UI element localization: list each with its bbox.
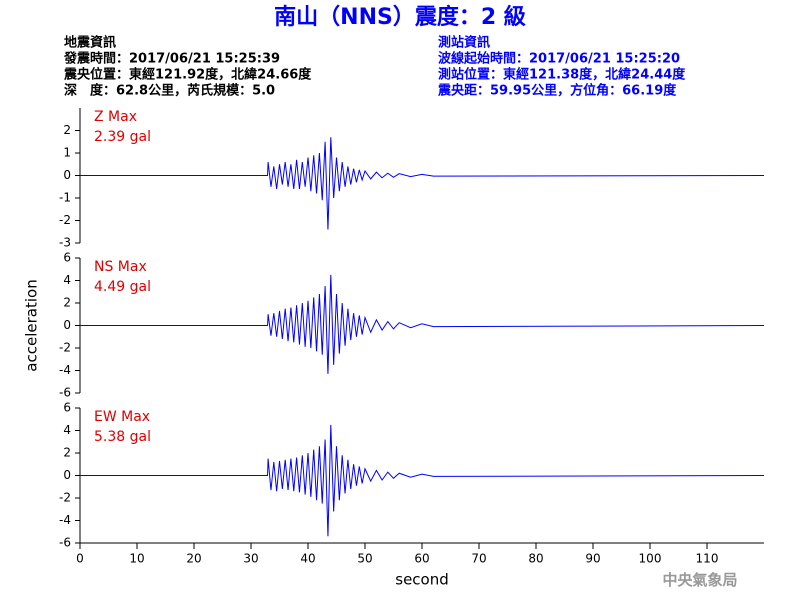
y-tick-label: -4: [59, 513, 71, 527]
waveform: [80, 274, 765, 374]
y-tick-label: -2: [59, 341, 71, 355]
footer: 中央氣象局: [662, 571, 737, 589]
waveform: [80, 137, 765, 230]
y-tick-label: -1: [59, 191, 71, 205]
max-annotation: 2.39 gal: [94, 129, 151, 145]
info-line: 震央位置：東經121.92度，北緯24.66度: [63, 67, 312, 83]
waveform: [80, 424, 765, 537]
max-annotation: NS Max: [94, 259, 147, 275]
y-tick-label: 0: [63, 168, 71, 182]
info-line: 地震資訊: [64, 35, 116, 51]
y-tick-label: -3: [59, 236, 71, 250]
x-tick-label: 70: [471, 552, 486, 566]
x-tick-label: 110: [696, 552, 719, 566]
chart-title: 南山（NNS）震度：2 級: [274, 4, 526, 30]
y-tick-label: 6: [63, 251, 71, 265]
y-tick-label: 1: [63, 146, 71, 160]
x-tick-label: 80: [528, 552, 543, 566]
y-tick-label: -2: [59, 213, 71, 227]
info-line: 測站資訊: [438, 35, 490, 51]
info-line: 發震時間：2017/06/21 15:25:39: [63, 51, 280, 67]
x-tick-label: 50: [357, 552, 372, 566]
x-tick-label: 100: [639, 552, 662, 566]
info-line: 波線起始時間：2017/06/21 15:25:20: [438, 51, 680, 67]
x-tick-label: 90: [585, 552, 600, 566]
x-tick-label: 20: [186, 552, 201, 566]
y-tick-label: -2: [59, 491, 71, 505]
max-annotation: 5.38 gal: [94, 429, 151, 445]
y-tick-label: 0: [63, 318, 71, 332]
max-annotation: 4.49 gal: [94, 279, 151, 295]
x-axis-label: second: [395, 571, 449, 589]
info-line: 測站位置：東經121.38度，北緯24.44度: [438, 67, 686, 83]
x-tick-label: 10: [129, 552, 144, 566]
info-line: 震央距：59.95公里，方位角：66.19度: [437, 83, 677, 99]
x-tick-label: 0: [76, 552, 84, 566]
x-tick-label: 30: [243, 552, 258, 566]
y-tick-label: 2: [63, 446, 71, 460]
x-tick-label: 40: [300, 552, 315, 566]
y-tick-label: 6: [63, 401, 71, 415]
y-axis-label: acceleration: [23, 279, 41, 371]
y-tick-label: -6: [59, 386, 71, 400]
y-tick-label: 4: [63, 423, 71, 437]
y-tick-label: -6: [59, 536, 71, 550]
y-tick-label: 0: [63, 468, 71, 482]
x-tick-label: 60: [414, 552, 429, 566]
y-tick-label: 4: [63, 273, 71, 287]
earthquake-info: 地震資訊 發震時間：2017/06/21 15:25:39 震央位置：東經121…: [63, 35, 312, 99]
max-annotation: Z Max: [94, 109, 137, 125]
y-tick-label: 2: [63, 123, 71, 137]
y-tick-label: -4: [59, 363, 71, 377]
max-annotation: EW Max: [94, 409, 150, 425]
station-info: 測站資訊 波線起始時間：2017/06/21 15:25:20 測站位置：東經1…: [437, 35, 686, 99]
info-line: 深 度：62.8公里，芮氏規模：5.0: [64, 83, 275, 99]
y-tick-label: 2: [63, 296, 71, 310]
